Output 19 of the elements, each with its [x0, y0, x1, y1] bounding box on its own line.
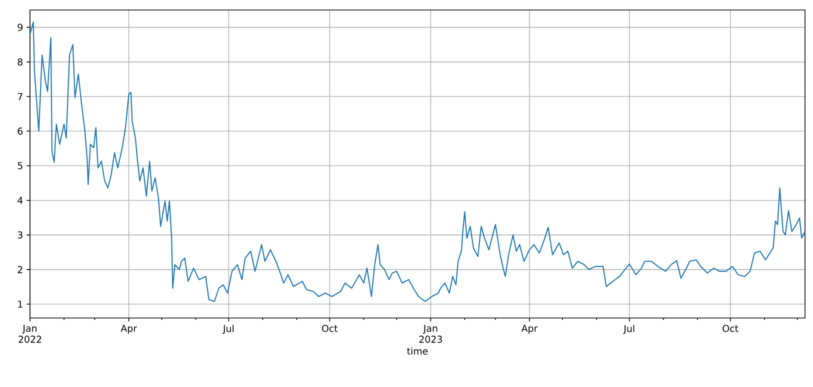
y-tick-label: 5: [18, 162, 22, 170]
y-tick-label: 7: [18, 93, 22, 100]
y-tick-label: 8: [18, 58, 23, 66]
x-tick-label: Jul: [623, 324, 634, 334]
y-tick-label: 6: [18, 128, 23, 135]
line-series: [30, 22, 806, 302]
y-tick-label: 2: [18, 266, 22, 274]
x-axis-title: time: [407, 347, 428, 355]
y-tick-label: 3: [18, 231, 22, 239]
x-tick-label: Oct: [322, 324, 338, 332]
x-tick-label: Oct: [722, 324, 738, 332]
y-tick-label: 4: [18, 196, 23, 204]
x-tick-label: Jan 2023: [419, 324, 442, 343]
x-tick-label: Apr: [120, 324, 137, 334]
x-tick-label: Jan 2022: [18, 324, 42, 343]
x-tick-label: Jul: [222, 324, 234, 334]
y-tick-label: 1: [18, 300, 22, 308]
y-tick-label: 9: [18, 24, 22, 31]
x-tick-label: Apr: [521, 324, 538, 334]
